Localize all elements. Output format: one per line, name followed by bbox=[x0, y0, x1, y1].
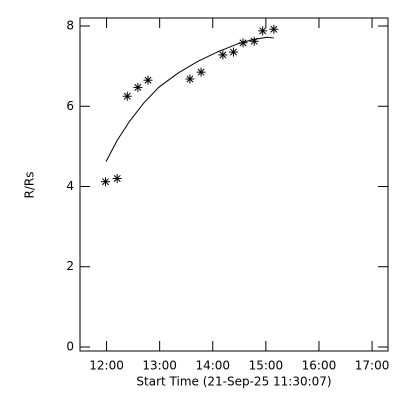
x-tick-label: 17:00 bbox=[355, 359, 390, 373]
data-point bbox=[249, 36, 259, 46]
y-tick-label: 8 bbox=[66, 19, 74, 33]
data-point bbox=[218, 50, 228, 60]
asterisk-stroke bbox=[229, 48, 237, 56]
asterisk-stroke bbox=[101, 178, 109, 186]
data-point bbox=[196, 67, 206, 77]
x-axis-label: Start Time (21-Sep-25 11:30:07) bbox=[136, 375, 331, 389]
y-tick-label: 0 bbox=[66, 339, 74, 353]
data-point bbox=[228, 47, 238, 57]
x-tick-label: 12:00 bbox=[89, 359, 124, 373]
y-tick-label: 2 bbox=[66, 259, 74, 273]
asterisk-stroke bbox=[134, 83, 142, 91]
y-axis-label: R/Rs bbox=[23, 172, 37, 199]
y-tick-label: 6 bbox=[66, 99, 74, 113]
data-point bbox=[133, 82, 143, 92]
asterisk-stroke bbox=[186, 75, 194, 83]
x-tick-label: 15:00 bbox=[249, 359, 284, 373]
asterisk-stroke bbox=[123, 92, 131, 100]
asterisk-stroke bbox=[219, 51, 227, 59]
data-point bbox=[269, 24, 279, 34]
data-point bbox=[185, 74, 195, 84]
data-point bbox=[100, 177, 110, 187]
x-tick-label: 14:00 bbox=[195, 359, 230, 373]
y-tick-label: 4 bbox=[66, 179, 74, 193]
asterisk-stroke bbox=[270, 25, 278, 33]
asterisk-stroke bbox=[259, 27, 267, 35]
fit-line bbox=[105, 36, 274, 162]
plot-frame bbox=[79, 17, 389, 352]
asterisk-stroke bbox=[144, 76, 152, 84]
data-point bbox=[122, 91, 132, 101]
asterisk-stroke bbox=[197, 68, 205, 76]
x-tick-label: 13:00 bbox=[142, 359, 177, 373]
data-point bbox=[258, 26, 268, 36]
asterisk-stroke bbox=[113, 174, 121, 182]
data-point bbox=[112, 173, 122, 183]
data-point bbox=[143, 75, 153, 85]
x-tick-label: 16:00 bbox=[302, 359, 337, 373]
